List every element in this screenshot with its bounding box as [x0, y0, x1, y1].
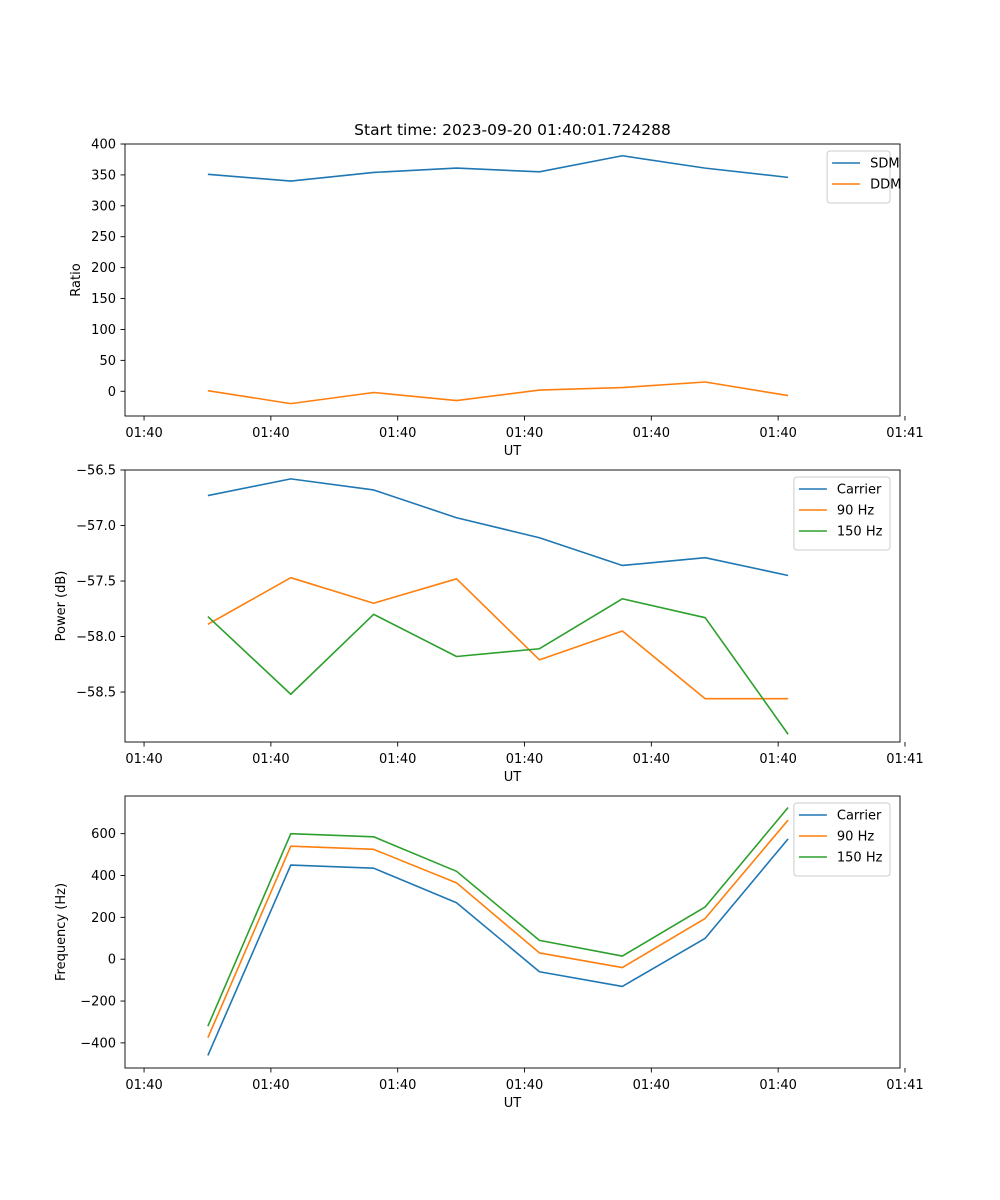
legend-label: SDM — [870, 157, 899, 172]
y-tick-label: −400 — [80, 1036, 116, 1051]
y-tick-label: −58.0 — [76, 630, 116, 645]
x-tick-label: 01:40 — [125, 426, 162, 441]
x-tick-label: 01:40 — [379, 426, 416, 441]
x-tick-label: 01:40 — [252, 1078, 289, 1093]
x-tick-label: 01:40 — [759, 1078, 796, 1093]
series-line-150-hz — [207, 806, 789, 1027]
x-tick-label: 01:40 — [633, 752, 670, 767]
y-tick-label: 0 — [108, 385, 116, 400]
x-tick-label: 01:40 — [633, 1078, 670, 1093]
y-tick-label: 600 — [91, 827, 116, 842]
legend-label: 150 Hz — [837, 851, 883, 866]
y-tick-label: 100 — [91, 323, 116, 338]
legend-label: DDM — [870, 178, 901, 193]
y-tick-label: 50 — [99, 354, 116, 369]
y-tick-label: 0 — [108, 953, 116, 968]
y-tick-label: −57.0 — [76, 519, 116, 534]
y-tick-label: −58.5 — [76, 686, 116, 701]
y-tick-label: 150 — [91, 292, 116, 307]
series-line-carrier — [207, 478, 789, 577]
x-tick-label: 01:40 — [252, 426, 289, 441]
axes-frame — [124, 469, 901, 743]
x-tick-label: 01:40 — [759, 752, 796, 767]
y-tick-label: −200 — [80, 995, 116, 1010]
y-axis-label: Power (dB) — [54, 571, 69, 642]
x-tick-label: 01:40 — [125, 1078, 162, 1093]
legend-box — [826, 150, 891, 204]
legend-label: 90 Hz — [837, 830, 874, 845]
x-tick-label: 01:40 — [759, 426, 796, 441]
x-tick-label: 01:40 — [379, 752, 416, 767]
legend: Carrier 90 Hz 150 Hz — [793, 802, 891, 877]
legend-label: Carrier — [837, 483, 882, 498]
x-tick-label: 01:40 — [506, 752, 543, 767]
x-axis-label: UT — [504, 444, 522, 459]
series-line-150-hz — [207, 597, 789, 735]
y-tick-label: 300 — [91, 199, 116, 214]
y-tick-label: 200 — [91, 261, 116, 276]
x-tick-label: 01:40 — [506, 426, 543, 441]
legend-label: 90 Hz — [837, 504, 874, 519]
series-line-90-hz — [207, 576, 789, 700]
chart-panel-2: 01:40 01:40 01:40 01:40 01:40 01:40 01:41 −58.5… — [54, 464, 924, 786]
y-tick-label: 200 — [91, 911, 116, 926]
chart-panel-1: Start time: 2023-09-20 01:40:01.72428801… — [69, 121, 924, 459]
series-line-sdm — [207, 154, 789, 182]
y-axis-label: Frequency (Hz) — [54, 883, 69, 981]
legend: SDM DDM — [826, 150, 901, 204]
axes-frame — [124, 795, 901, 1069]
y-tick-label: 350 — [91, 168, 116, 183]
x-tick-label: 01:41 — [886, 1078, 923, 1093]
x-tick-label: 01:40 — [506, 1078, 543, 1093]
y-tick-label: 400 — [91, 138, 116, 153]
legend: Carrier 90 Hz 150 Hz — [793, 476, 891, 551]
x-axis-label: UT — [504, 770, 522, 785]
axes-frame — [124, 143, 901, 417]
chart-title: Start time: 2023-09-20 01:40:01.724288 — [354, 121, 671, 139]
x-axis-label: UT — [504, 1096, 522, 1111]
y-tick-label: −56.5 — [76, 464, 116, 479]
x-tick-label: 01:40 — [633, 426, 670, 441]
x-tick-label: 01:40 — [125, 752, 162, 767]
y-tick-label: −57.5 — [76, 575, 116, 590]
y-tick-label: 250 — [91, 230, 116, 245]
chart-panel-3: 01:40 01:40 01:40 01:40 01:40 01:40 01:41 −400 −… — [54, 795, 924, 1111]
legend-label: Carrier — [837, 809, 882, 824]
series-line-90-hz — [207, 819, 789, 1038]
y-tick-label: 400 — [91, 869, 116, 884]
y-axis-label: Ratio — [69, 263, 84, 296]
x-tick-label: 01:40 — [252, 752, 289, 767]
x-tick-label: 01:41 — [886, 752, 923, 767]
x-tick-label: 01:40 — [379, 1078, 416, 1093]
series-line-ddm — [207, 381, 789, 405]
series-line-carrier — [207, 838, 789, 1056]
x-tick-label: 01:41 — [886, 426, 923, 441]
legend-label: 150 Hz — [837, 525, 883, 540]
